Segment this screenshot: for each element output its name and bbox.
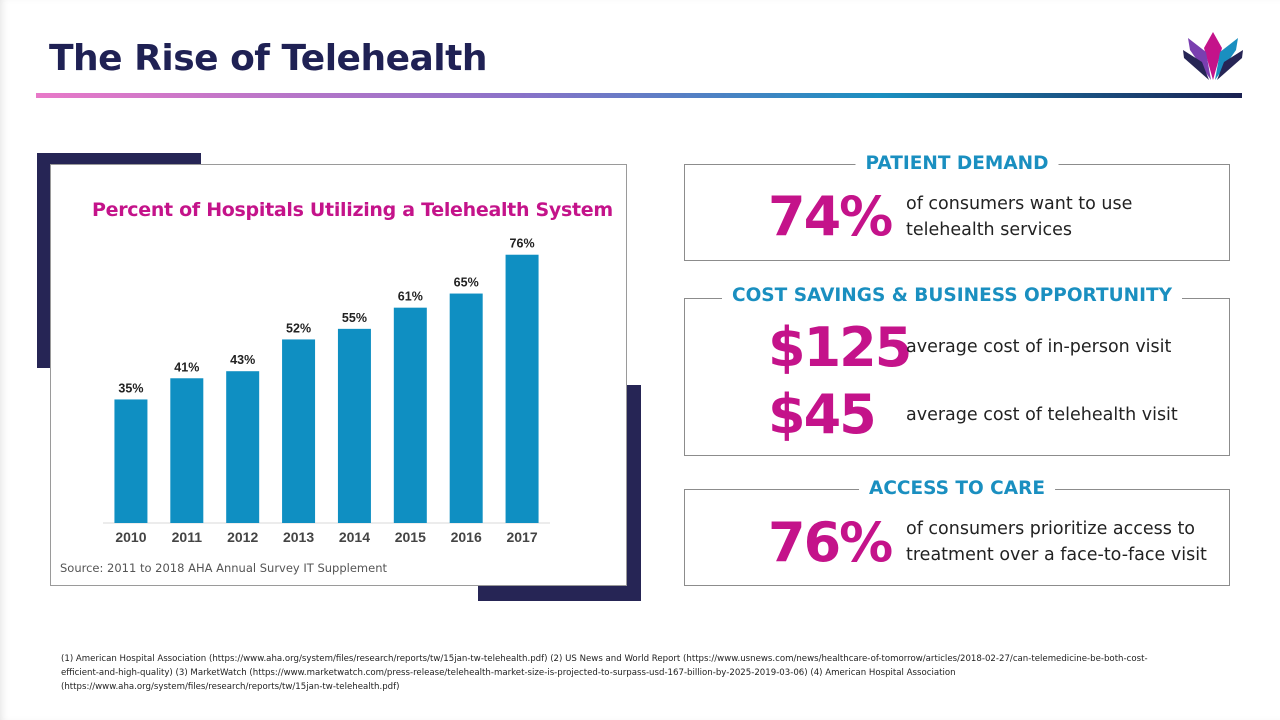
in-person-cost-description: average cost of in-person visit	[906, 337, 1172, 357]
patient-demand-value: 74%	[768, 185, 893, 248]
bar-chart: 35% 2010 41% 2011 43% 2012 52% 2013 55% 2014 61% 20…	[103, 237, 550, 545]
cost-savings-label: COST SAVINGS & BUSINESS OPPORTUNITY	[722, 285, 1182, 306]
patient-demand-description: of consumers want to use telehealth serv…	[906, 191, 1132, 243]
chart-title: Percent of Hospitals Utilizing a Telehea…	[92, 199, 613, 221]
x-tick-label-2012: 2012	[227, 529, 258, 545]
footnote-references: (1) American Hospital Association (https…	[61, 652, 1211, 694]
footnote-line-1: (1) American Hospital Association (https…	[61, 654, 1148, 664]
bar-2010	[114, 399, 148, 523]
access-to-care-line-1: of consumers prioritize access to	[906, 519, 1196, 539]
brand-logo-icon	[1183, 32, 1243, 80]
access-to-care-box	[684, 489, 1230, 586]
x-tick-label-2010: 2010	[115, 529, 146, 545]
data-label-2010: 35%	[118, 381, 143, 395]
page-title: The Rise of Telehealth	[49, 38, 487, 79]
x-tick-label-2016: 2016	[451, 529, 482, 545]
bar-2014	[337, 328, 371, 523]
data-label-2013: 52%	[286, 321, 311, 335]
data-label-2014: 55%	[342, 311, 367, 325]
x-tick-label-2017: 2017	[506, 529, 537, 545]
data-label-2017: 76%	[510, 237, 535, 251]
footnote-line-3: (https://www.aha.org/system/files/resear…	[61, 682, 400, 692]
bar-2015	[393, 307, 427, 523]
x-tick-label-2013: 2013	[283, 529, 314, 545]
data-label-2016: 65%	[454, 276, 479, 290]
patient-demand-line-2: telehealth services	[906, 220, 1073, 240]
x-tick-label-2015: 2015	[395, 529, 426, 545]
telehealth-cost-value: $45	[768, 383, 877, 446]
bar-2011	[170, 378, 204, 523]
bar-2012	[226, 371, 260, 523]
telehealth-cost-description: average cost of telehealth visit	[906, 405, 1178, 425]
patient-demand-label: PATIENT DEMAND	[855, 153, 1059, 174]
bar-2016	[449, 293, 483, 523]
access-to-care-line-2: treatment over a face-to-face visit	[906, 545, 1207, 565]
footnote-line-2: efficient-and-high-quality) (3) MarketWa…	[61, 668, 956, 678]
data-label-2011: 41%	[174, 360, 199, 374]
in-person-cost-value: $125	[768, 316, 912, 379]
data-label-2012: 43%	[230, 353, 255, 367]
patient-demand-line-1: of consumers want to use	[906, 194, 1133, 214]
cost-savings-box	[684, 298, 1230, 456]
access-to-care-label: ACCESS TO CARE	[859, 478, 1055, 499]
title-gradient-rule	[36, 93, 1242, 98]
x-tick-label-2011: 2011	[172, 529, 203, 545]
bar-2017	[505, 254, 539, 523]
access-to-care-description: of consumers prioritize access to treatm…	[906, 516, 1207, 568]
patient-demand-box	[684, 164, 1230, 261]
access-to-care-value: 76%	[768, 511, 893, 574]
chart-source: Source: 2011 to 2018 AHA Annual Survey I…	[60, 561, 388, 575]
bar-2013	[282, 339, 316, 523]
data-label-2015: 61%	[398, 290, 423, 304]
x-tick-label-2014: 2014	[339, 529, 370, 545]
